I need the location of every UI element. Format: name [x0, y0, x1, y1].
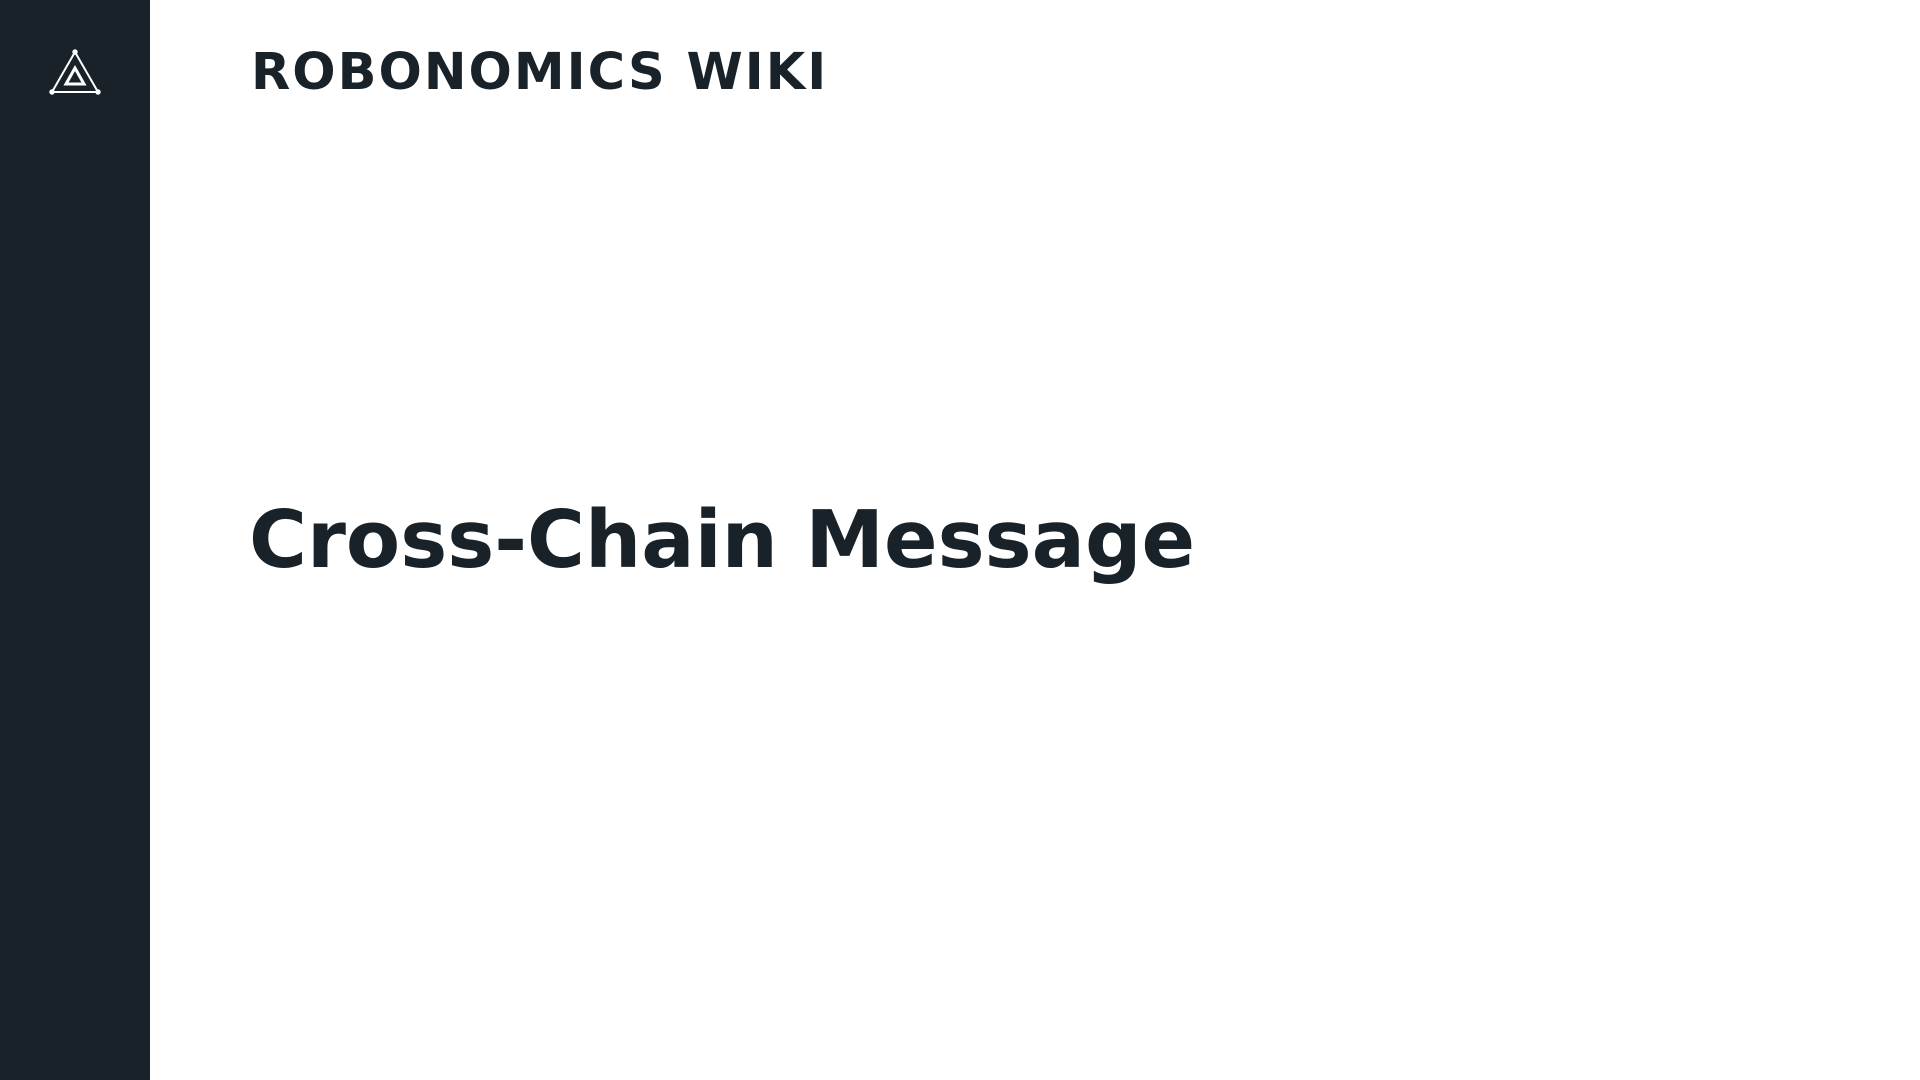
robonomics-logo-icon[interactable]	[49, 49, 101, 96]
site-title[interactable]: ROBONOMICS WIKI	[251, 43, 829, 102]
sidebar	[0, 0, 150, 1080]
page-title: Cross-Chain Message	[249, 494, 1196, 586]
robonomics-triangle-logo-icon	[49, 49, 101, 95]
